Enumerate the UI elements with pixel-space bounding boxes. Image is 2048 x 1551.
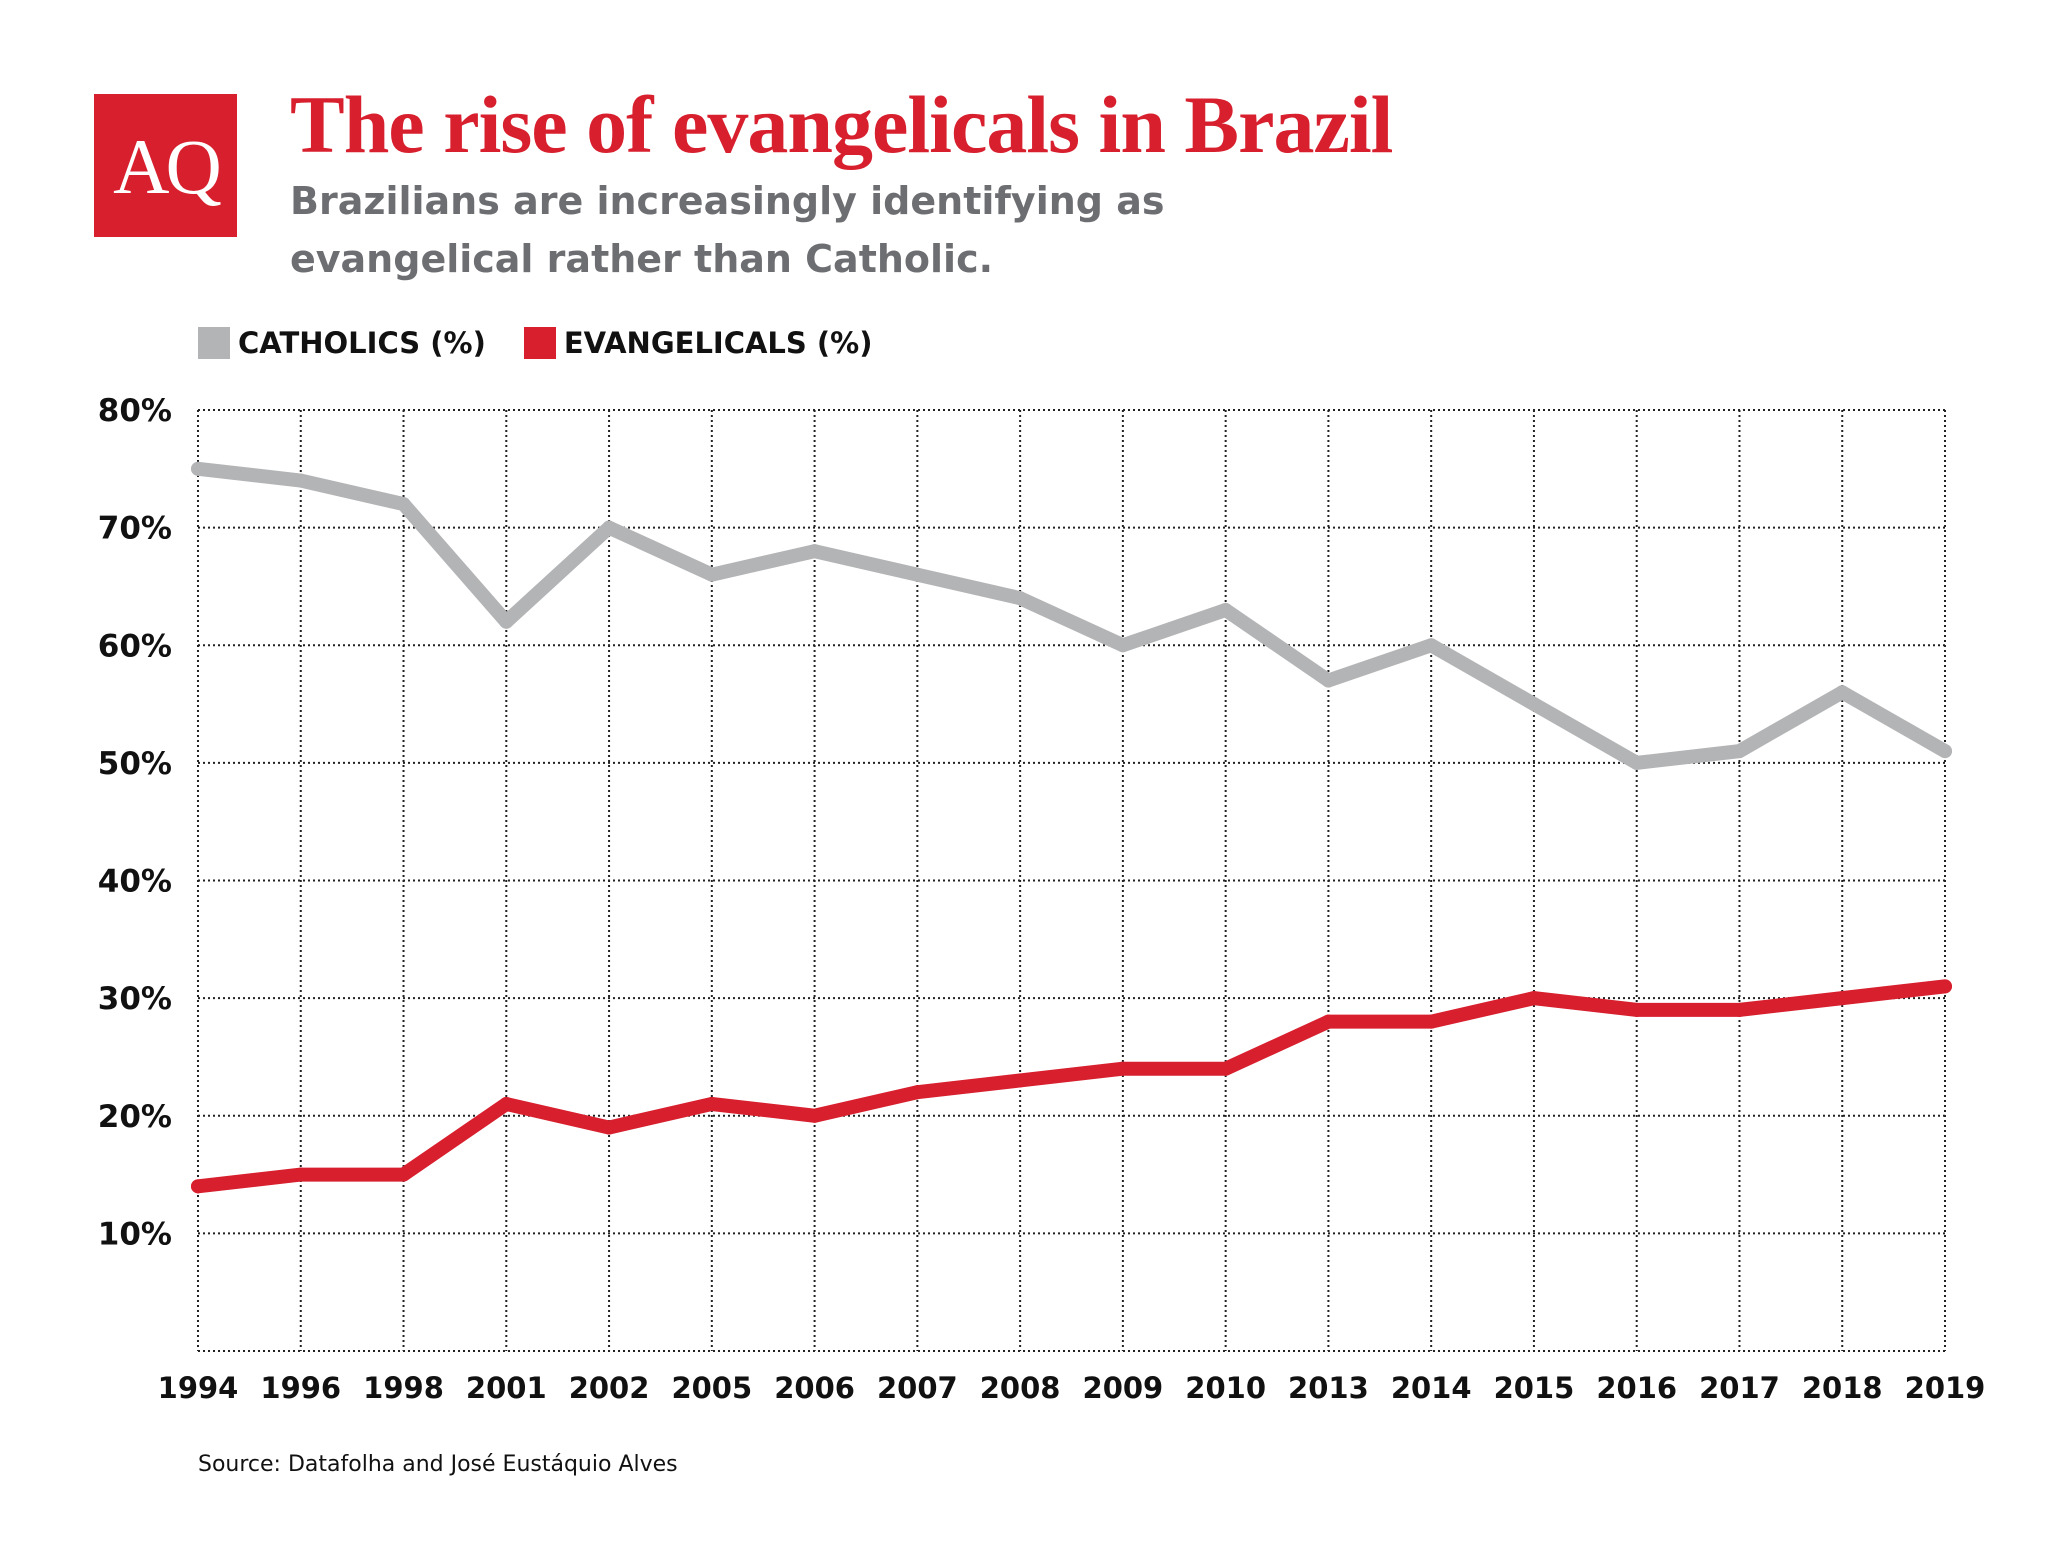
x-tick-label: 2016 (1596, 1371, 1677, 1405)
x-tick-label: 2005 (671, 1371, 752, 1405)
data-point-catholics (396, 497, 411, 512)
x-tick-label: 2017 (1699, 1371, 1780, 1405)
data-point-catholics (1321, 673, 1336, 688)
x-tick-label: 2001 (466, 1371, 547, 1405)
legend: CATHOLICS (%) EVANGELICALS (%) (198, 326, 910, 360)
legend-label-evangelicals: EVANGELICALS (%) (563, 326, 873, 360)
data-point-catholics (1526, 697, 1541, 712)
data-point-evangelicals (191, 1179, 205, 1194)
data-point-evangelicals (396, 1167, 411, 1182)
y-tick-label: 80% (98, 393, 172, 429)
x-tick-label: 2002 (569, 1371, 650, 1405)
series-line-catholics (191, 461, 1952, 770)
data-point-evangelicals (1629, 1002, 1644, 1017)
y-tick-label: 40% (98, 864, 172, 900)
data-point-catholics (499, 614, 514, 629)
data-point-catholics (910, 567, 925, 582)
y-tick-label: 10% (98, 1216, 172, 1252)
data-point-evangelicals (807, 1108, 822, 1123)
data-point-evangelicals (499, 1096, 514, 1111)
data-point-catholics (704, 567, 719, 582)
x-tick-label: 2019 (1905, 1371, 1986, 1405)
data-point-evangelicals (910, 1085, 925, 1100)
y-tick-label: 70% (98, 511, 172, 547)
series-line-evangelicals (191, 979, 1952, 1194)
data-point-catholics (191, 461, 205, 476)
x-tick-label: 2007 (877, 1371, 958, 1405)
data-point-evangelicals (1732, 1002, 1747, 1017)
source-note: Source: Datafolha and José Eustáquio Alv… (198, 1452, 678, 1477)
chart-title: The rise of evangelicals in Brazil (290, 79, 1393, 170)
x-tick-label: 1996 (260, 1371, 341, 1405)
data-point-evangelicals (1321, 1014, 1336, 1029)
legend-item-catholics: CATHOLICS (%) (198, 326, 486, 360)
y-tick-label: 30% (98, 981, 172, 1017)
data-point-evangelicals (602, 1120, 617, 1135)
data-point-evangelicals (1835, 991, 1850, 1006)
legend-swatch-evangelicals (523, 327, 556, 359)
legend-label-catholics: CATHOLICS (%) (238, 326, 486, 360)
x-tick-label: 2014 (1391, 1371, 1472, 1405)
data-point-evangelicals (1013, 1073, 1028, 1088)
data-point-evangelicals (1526, 991, 1541, 1006)
data-point-catholics (1218, 602, 1233, 617)
data-point-catholics (1424, 638, 1439, 653)
data-point-catholics (293, 473, 308, 488)
legend-item-evangelicals: EVANGELICALS (%) (523, 326, 873, 360)
x-tick-label: 2018 (1802, 1371, 1883, 1405)
data-point-catholics (1835, 685, 1850, 700)
data-point-catholics (1938, 744, 1952, 759)
data-point-evangelicals (704, 1096, 719, 1111)
x-tick-label: 2015 (1494, 1371, 1575, 1405)
data-point-evangelicals (1424, 1014, 1439, 1029)
data-point-evangelicals (293, 1167, 308, 1182)
data-point-evangelicals (1938, 979, 1952, 994)
x-tick-label: 1994 (158, 1371, 239, 1405)
data-point-evangelicals (1218, 1061, 1233, 1076)
chart-subtitle: Brazilians are increasingly identifying … (290, 179, 1165, 281)
logo-text: AQ (113, 123, 222, 210)
x-tick-label: 2008 (980, 1371, 1061, 1405)
y-tick-label: 50% (98, 746, 172, 782)
y-tick-label: 60% (98, 628, 172, 664)
legend-swatch-catholics (198, 327, 230, 359)
x-tick-label: 2006 (774, 1371, 855, 1405)
data-point-catholics (602, 520, 617, 535)
aq-logo: AQ (94, 94, 237, 237)
data-point-catholics (1013, 591, 1028, 606)
data-point-catholics (807, 544, 822, 559)
data-point-catholics (1732, 744, 1747, 759)
y-tick-label: 20% (98, 1099, 172, 1135)
x-tick-label: 2013 (1288, 1371, 1369, 1405)
x-tick-label: 2009 (1083, 1371, 1164, 1405)
x-tick-label: 2010 (1185, 1371, 1266, 1405)
x-tick-label: 1998 (363, 1371, 444, 1405)
data-point-catholics (1629, 755, 1644, 770)
data-point-evangelicals (1115, 1061, 1130, 1076)
data-point-catholics (1115, 638, 1130, 653)
